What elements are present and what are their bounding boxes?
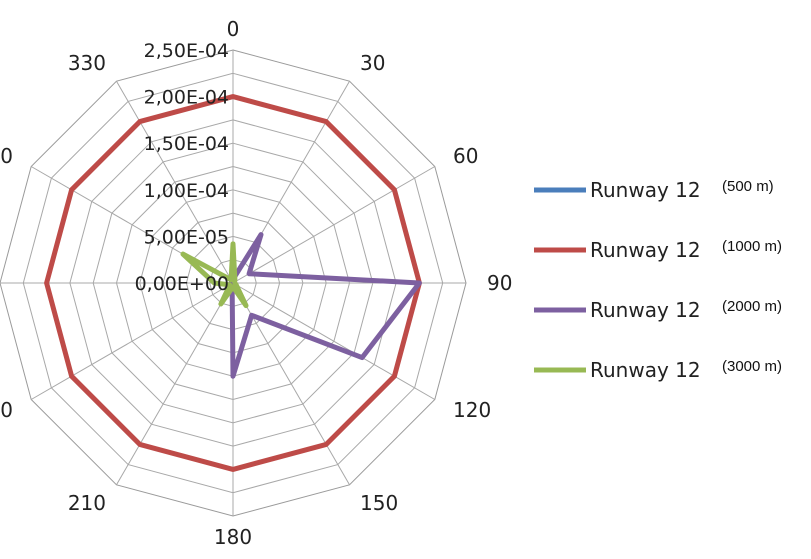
angle-label: 0 [227, 17, 240, 41]
legend-label: Runway 12 [590, 238, 701, 262]
radial-tick-label: 2,00E-04 [144, 87, 229, 109]
legend-distance: (3000 m) [722, 358, 782, 375]
angle-label: 30 [360, 51, 385, 75]
radial-tick-label: 5,00E-05 [144, 226, 229, 248]
legend-distance: (2000 m) [722, 298, 782, 315]
angle-label: 180 [214, 525, 252, 549]
series-line [180, 241, 249, 309]
radar-series [44, 94, 422, 472]
angle-label: 120 [453, 398, 491, 422]
angle-label: 240 [0, 398, 13, 422]
grid-spoke [232, 166, 436, 284]
legend-label: Runway 12 [590, 178, 701, 202]
series-line [44, 94, 422, 472]
angle-label: 300 [0, 144, 13, 168]
radial-tick-label: 1,50E-04 [144, 133, 229, 155]
radial-tick-label: 0,00E+00 [135, 273, 229, 295]
radial-tick-labels: 0,00E+00 5,00E-05 1,00E-04 1,50E-04 2,00E-04… [135, 40, 229, 295]
angle-labels: 0306090120150180210240270300330 [0, 17, 512, 549]
angle-label: 150 [360, 491, 398, 515]
angle-label: 330 [68, 51, 106, 75]
grid-spoke [116, 80, 234, 284]
legend-label: Runway 12 [590, 298, 701, 322]
legend-distance: (1000 m) [722, 238, 782, 255]
angle-label: 60 [453, 144, 478, 168]
legend: Runway 12 (500 m) Runway 12 (1000 m) Runway … [534, 178, 782, 382]
grid-spoke [116, 282, 234, 486]
grid-spoke [30, 282, 234, 400]
angle-label: 210 [68, 491, 106, 515]
legend-distance: (500 m) [722, 178, 774, 195]
series-line [228, 232, 422, 379]
radial-tick-label: 1,00E-04 [144, 180, 229, 202]
legend-label: Runway 12 [590, 358, 701, 382]
angle-label: 90 [487, 271, 512, 295]
radial-tick-label: 2,50E-04 [144, 40, 229, 62]
grid-spoke [232, 282, 436, 400]
